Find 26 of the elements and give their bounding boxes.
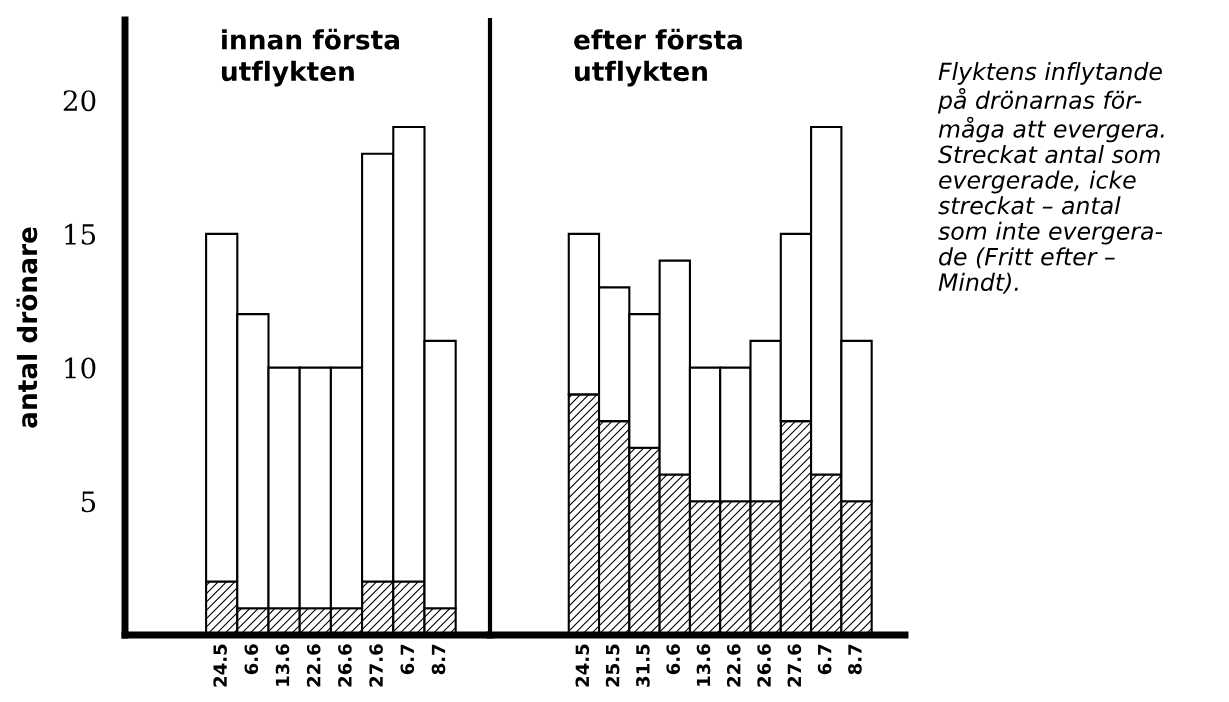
- x-tick-label: 31.5: [636, 644, 650, 687]
- y-axis-title: antal drönare: [16, 227, 38, 428]
- x-tick-label: 6.6: [666, 644, 681, 675]
- x-tick-label: 26.6: [757, 644, 771, 687]
- x-tick-label: 8.7: [848, 644, 862, 675]
- x-tick-label: 22.6: [306, 644, 321, 687]
- x-tick-label: 25.5: [605, 644, 620, 687]
- y-tick-label: 5: [81, 491, 96, 513]
- x-tick-label: 8.7: [431, 644, 446, 675]
- x-tick-label: 27.6: [787, 644, 802, 687]
- x-tick-label: 13.6: [696, 644, 711, 686]
- x-tick-label: 6.7: [817, 644, 832, 675]
- x-tick-label: 27.6: [369, 644, 383, 687]
- x-tick-label: 6.7: [400, 644, 415, 675]
- x-tick-label: 24.5: [213, 644, 227, 687]
- text: Flyktens inflytande på drönarnas för- måga att evergera. Streckat antal som evergerade, icke streckat – antal som inte evergera- de (Fritt efter – Mindt).: [937, 62, 1164, 294]
- y-tick-label: 10: [65, 357, 96, 379]
- x-tick-label: 22.6: [726, 644, 741, 687]
- y-tick-label: 15: [65, 223, 96, 245]
- x-tick-label: 26.6: [338, 644, 352, 687]
- text: innan första utflykten: [221, 28, 399, 87]
- text: efter första utflykten: [574, 28, 742, 87]
- x-tick-label: 13.6: [275, 644, 290, 686]
- x-tick-label: 6.6: [244, 644, 259, 675]
- x-tick-label: 24.5: [575, 644, 590, 687]
- y-tick-label: 20: [63, 90, 96, 112]
